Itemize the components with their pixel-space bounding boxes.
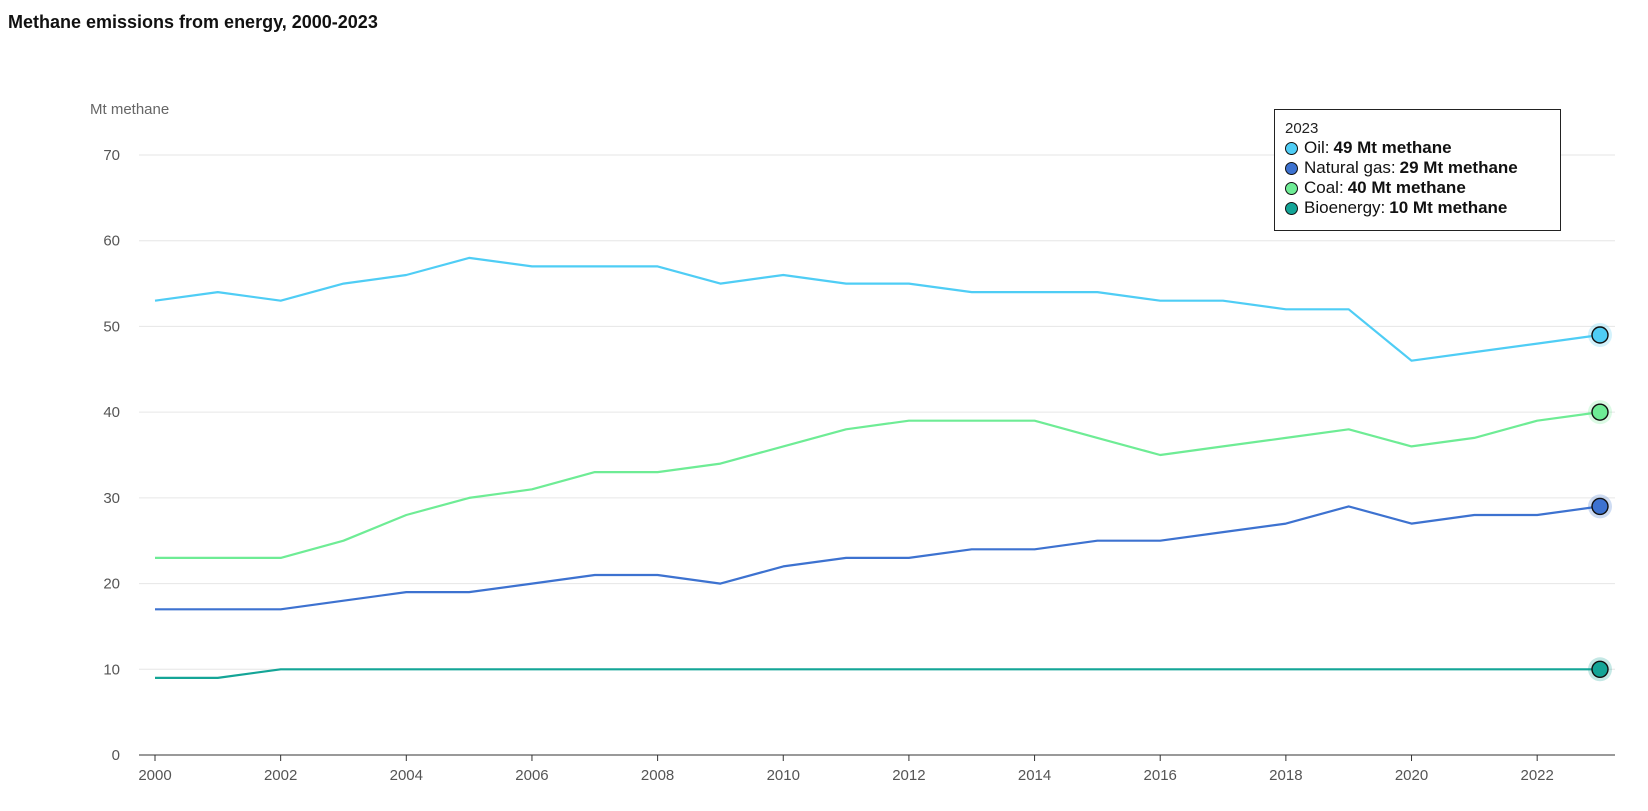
tooltip-row-bioenergy: Bioenergy: 10 Mt methane xyxy=(1285,198,1550,218)
y-axis-label: Mt methane xyxy=(90,101,169,118)
oil-marker xyxy=(1591,326,1609,344)
tooltip-value: 10 Mt methane xyxy=(1389,198,1508,217)
coal-dot-icon xyxy=(1285,181,1298,195)
y-tick-label: 70 xyxy=(103,147,120,164)
tooltip-label: Natural gas: xyxy=(1304,158,1396,177)
natural-gas-marker xyxy=(1591,497,1609,516)
oil-line xyxy=(154,256,1601,362)
tooltip-row-coal: Coal: 40 Mt methane xyxy=(1285,178,1550,198)
x-tick-label: 2006 xyxy=(515,767,548,784)
x-tick-label: 2012 xyxy=(892,767,925,784)
x-tick-label: 2000 xyxy=(138,767,171,784)
y-tick-label: 10 xyxy=(103,661,120,678)
tooltip-row-natural-gas: Natural gas: 29 Mt methane xyxy=(1285,158,1550,178)
x-tick-label: 2018 xyxy=(1269,767,1302,784)
bioenergy-line xyxy=(155,668,1600,680)
bioenergy-marker xyxy=(1591,660,1609,678)
axes: 0 10 20 30 40 50 60 70 2000 2002 2004 2006 2008 2010 2… xyxy=(103,147,1615,784)
x-tick-label: 2004 xyxy=(390,767,423,784)
oil-dot-icon xyxy=(1285,141,1298,155)
natural-gas-dot-icon xyxy=(1285,161,1298,175)
x-tick-label: 2010 xyxy=(767,767,800,784)
natural-gas-line xyxy=(155,505,1601,611)
x-tick-label: 2008 xyxy=(641,767,674,784)
tooltip-value: 40 Mt methane xyxy=(1347,178,1466,197)
x-tick-label: 2020 xyxy=(1395,767,1428,784)
tooltip: 2023 Oil: 49 Mt methane Natural gas: 29 … xyxy=(1274,109,1561,231)
tooltip-year: 2023 xyxy=(1285,120,1319,137)
y-tick-label: 50 xyxy=(103,318,120,335)
series-markers xyxy=(1588,323,1612,682)
tooltip-label: Coal: xyxy=(1304,178,1344,197)
tooltip-row-oil: Oil: 49 Mt methane xyxy=(1285,138,1550,158)
y-tick-label: 60 xyxy=(103,233,120,250)
bioenergy-dot-icon xyxy=(1285,201,1298,215)
x-tick-label: 2022 xyxy=(1520,767,1553,784)
chart-title: Methane emissions from energy, 2000-2023 xyxy=(8,12,378,32)
y-tick-label: 0 xyxy=(112,747,120,764)
coal-marker xyxy=(1591,403,1609,421)
x-tick-label: 2016 xyxy=(1144,767,1177,784)
tooltip-value: 29 Mt methane xyxy=(1399,158,1518,177)
gridlines xyxy=(139,154,1615,670)
tooltip-label: Oil: xyxy=(1304,138,1330,157)
y-tick-label: 40 xyxy=(103,404,120,421)
coal-line xyxy=(155,411,1601,560)
tooltip-label: Bioenergy: xyxy=(1304,198,1386,217)
x-tick-label: 2002 xyxy=(264,767,297,784)
y-tick-label: 30 xyxy=(103,490,120,507)
series-lines xyxy=(154,256,1601,680)
y-tick-label: 20 xyxy=(103,576,120,593)
tooltip-value: 49 Mt methane xyxy=(1333,138,1452,157)
x-tick-label: 2014 xyxy=(1018,767,1051,784)
